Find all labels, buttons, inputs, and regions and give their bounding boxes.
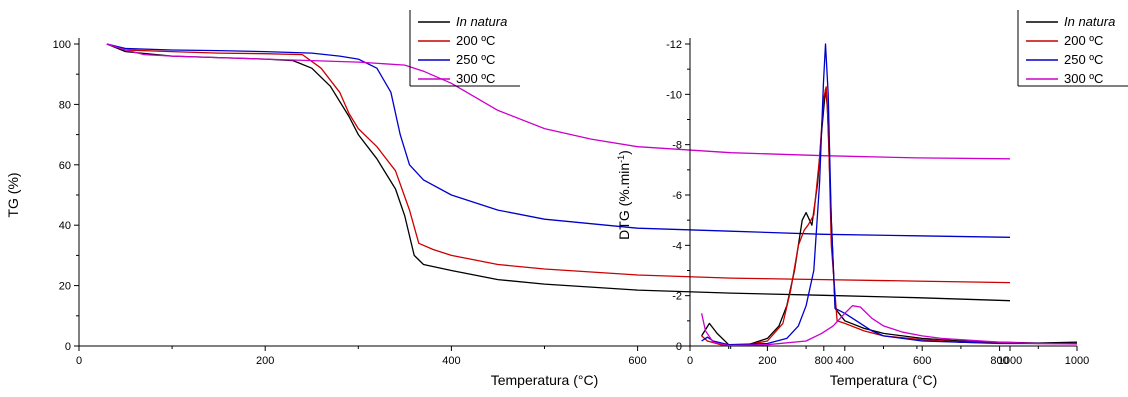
- chart-2: 0 200 400 600 800 10000-2-4-6-8-10-12Temperat…: [616, 10, 1128, 388]
- legend: In natura 200 ºC 250 ºC 300 ºC: [409, 10, 520, 87]
- legend-label: 250 ºC: [1064, 52, 1103, 67]
- x-axis-label: Temperatura (°C): [830, 372, 938, 388]
- y-tick-label: 0: [65, 341, 71, 353]
- series-line-3: [701, 43, 1077, 346]
- legend-label: In natura: [456, 14, 507, 29]
- chart-1: 0 200 400 600 800 1000020406080100Temperatura…: [5, 10, 1022, 388]
- y-axis-label-superscript: -1: [616, 155, 626, 163]
- y-tick-label: 80: [59, 99, 71, 111]
- series-line-4: [106, 43, 1011, 160]
- y-tick-label: -6: [672, 190, 682, 202]
- x-tick-label: 400: [836, 355, 854, 367]
- x-axis-label: Temperatura (°C): [491, 372, 599, 388]
- x-tick-label: 1000: [1065, 355, 1089, 367]
- series-line-1: [701, 88, 1078, 346]
- legend-label: 200 ºC: [1064, 33, 1103, 48]
- y-axis-label: DTG (%.min-1): [616, 150, 632, 240]
- y-tick-label: -10: [666, 89, 682, 101]
- y-tick-label: 0: [676, 341, 682, 353]
- series-line-2: [106, 43, 1011, 284]
- y-tick-label: -4: [672, 240, 682, 252]
- x-tick-label: 200: [256, 355, 274, 367]
- y-axis-label: TG (%): [5, 172, 21, 217]
- y-tick-label: 100: [53, 39, 71, 51]
- y-axis-label-suffix: ): [616, 150, 632, 155]
- legend-label: In natura: [1064, 14, 1115, 29]
- x-tick-label: 200: [758, 355, 776, 367]
- y-tick-label: 40: [59, 220, 71, 232]
- series-line-1: [106, 43, 1011, 302]
- y-tick-label: -8: [672, 140, 682, 152]
- legend-label: 300 ºC: [456, 71, 495, 86]
- y-tick-label: 20: [59, 281, 71, 293]
- series-line-4: [700, 305, 1078, 347]
- x-tick-label: 400: [442, 355, 460, 367]
- x-tick-label: 800: [815, 355, 833, 367]
- y-tick-label: -2: [672, 291, 682, 303]
- series-line-3: [106, 43, 1011, 238]
- x-tick-label: 1000: [998, 355, 1022, 367]
- x-tick-label: 0: [76, 355, 82, 367]
- legend-label: 250 ºC: [456, 52, 495, 67]
- legend-label: 300 ºC: [1064, 71, 1103, 86]
- y-tick-label: -12: [666, 39, 682, 51]
- x-tick-label: 600: [628, 355, 646, 367]
- legend: In natura 200 ºC 250 ºC 300 ºC: [1017, 10, 1128, 87]
- legend-label: 200 ºC: [456, 33, 495, 48]
- x-tick-label: 800: [990, 355, 1008, 367]
- x-tick-label: 0: [687, 355, 693, 367]
- series-line-2: [701, 86, 1077, 346]
- x-tick-label: 600: [913, 355, 931, 367]
- y-tick-label: 60: [59, 160, 71, 172]
